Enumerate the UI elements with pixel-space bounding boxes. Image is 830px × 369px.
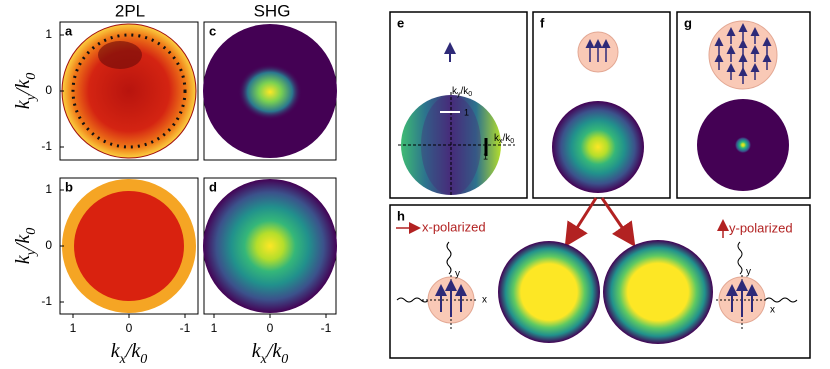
y-tick-label: -1 [41,294,52,308]
pol-label: x-polarized [422,219,486,234]
image-g-spot [735,137,751,153]
panel-label: e [397,15,404,30]
label-part: k [111,340,121,362]
dark-spot [98,41,142,69]
subscript: y [24,248,39,257]
subscript: x [499,138,503,145]
x-tick-label: 0 [267,321,274,335]
y-tick-label: 0 [45,238,52,252]
image-shg-sim [203,179,337,313]
panel-label: a [65,23,73,38]
y-axis-label: ky/k0 [12,228,39,265]
subscript: x [260,352,268,367]
axis-letter: y [455,269,460,280]
label-part: k [494,133,500,144]
image-h-x [498,241,600,343]
y-tick-label: 0 [45,83,52,97]
arrow [564,197,598,248]
x-tick-label: 1 [70,321,77,335]
panel-label: c [209,23,216,38]
label-part: k [12,99,34,109]
panel-label: b [65,179,73,194]
arrow [600,197,636,247]
subscript: x [119,352,127,367]
x-tick-label: -1 [180,321,191,335]
label-part: /k [125,340,142,362]
axis-label: kx/k0 [494,133,514,146]
x-tick-label: 1 [211,321,218,335]
label-part: k [452,86,458,97]
y-axis-label: ky/k0 [12,73,39,110]
axis-letter: y [746,267,751,278]
axis-label: ky/k0 [452,86,472,99]
inner-disk [74,191,184,301]
subscript: 0 [24,228,39,235]
panel-label: f [540,15,545,30]
pol-label: y-polarized [729,220,793,235]
label-part: k [12,254,34,264]
image-f [552,101,644,193]
x-axis-label: kx/k0 [252,340,289,367]
label-part: /k [12,234,34,251]
subscript: 0 [281,352,288,367]
image-h-y [603,240,713,344]
panel-label: d [209,179,217,194]
subscript: 0 [468,91,472,98]
label-part: /k [503,133,512,144]
axis-letter: x [770,305,775,316]
axis-letter: x [482,295,487,306]
wave [446,241,452,275]
subscript: y [457,91,461,98]
label-part: /k [266,340,283,362]
x-axis-label: kx/k0 [111,340,148,367]
x-tick-label: 0 [126,321,133,335]
subscript: 0 [510,138,514,145]
scale-label: 1 [464,107,469,117]
subscript: 0 [24,73,39,80]
label-part: k [252,340,262,362]
wave [764,297,798,303]
x-tick-label: -1 [321,321,332,335]
panel-label: h [397,208,405,223]
shg-blob [238,64,302,120]
column-title: SHG [254,1,291,20]
wave [737,241,743,275]
y-tick-label: -1 [41,139,52,153]
dotted-circle [71,33,187,149]
subscript: 0 [140,352,147,367]
y-tick-label: 1 [45,182,52,196]
label-part: /k [461,86,470,97]
column-title: 2PL [115,1,145,20]
subscript: y [24,93,39,102]
y-tick-label: 1 [45,27,52,41]
wave [396,297,430,303]
scale-label: 1 [483,151,488,161]
label-part: /k [12,79,34,96]
panel-label: g [684,15,692,30]
